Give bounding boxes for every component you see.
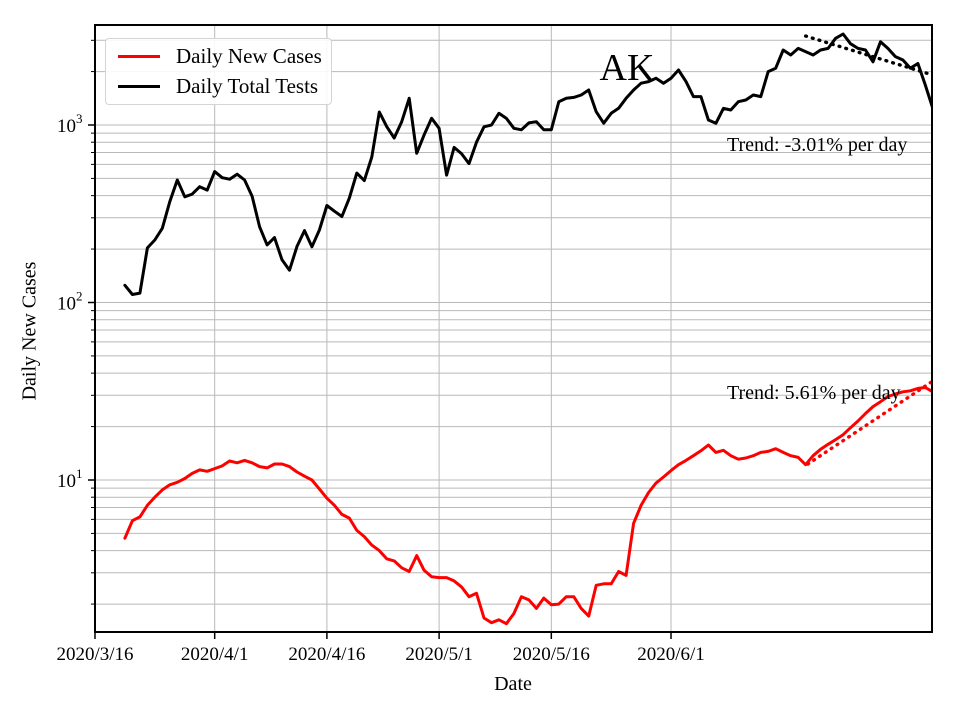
x-tick-label: 2020/6/1	[637, 644, 705, 665]
data-series	[123, 32, 932, 626]
legend-item-daily-new-cases: Daily New Cases	[106, 43, 331, 71]
legend-line-swatch-red	[118, 55, 160, 59]
x-tick-label: 2020/4/16	[288, 644, 365, 665]
trend-line-daily-total-tests	[803, 34, 932, 77]
x-tick-label: 2020/4/1	[181, 644, 249, 665]
axis-ticks: 2020/3/16 2020/4/1 2020/4/16 2020/5/1 2020/5…	[56, 39, 705, 665]
plot-border	[94, 24, 933, 633]
legend-line-swatch-black	[118, 84, 160, 88]
x-tick-label: 2020/5/16	[513, 644, 590, 665]
chart-title: AK	[599, 47, 655, 89]
gridlines	[95, 25, 932, 632]
trend-line-daily-new-cases	[806, 379, 932, 466]
series-line-daily-new-cases	[123, 386, 932, 626]
x-tick-label: 2020/5/1	[405, 644, 473, 665]
series-line-daily-total-tests	[123, 32, 932, 296]
x-axis-label: Date	[494, 673, 532, 695]
y-tick-label: 102	[57, 289, 83, 315]
trend-annotation-new-cases: Trend: 5.61% per day	[727, 382, 901, 404]
y-axis-label: Daily New Cases	[18, 261, 41, 401]
x-tick-label: 2020/3/16	[56, 644, 133, 665]
legend-label-daily-new-cases: Daily New Cases	[176, 44, 322, 69]
trend-annotation-total-tests: Trend: -3.01% per day	[727, 134, 908, 156]
y-tick-label: 101	[57, 466, 83, 492]
legend-label-daily-total-tests: Daily Total Tests	[176, 73, 319, 98]
legend-item-daily-total-tests: Daily Total Tests	[106, 72, 331, 100]
legend: Daily New Cases Daily Total Tests	[105, 38, 332, 105]
y-tick-label: 103	[57, 111, 83, 137]
